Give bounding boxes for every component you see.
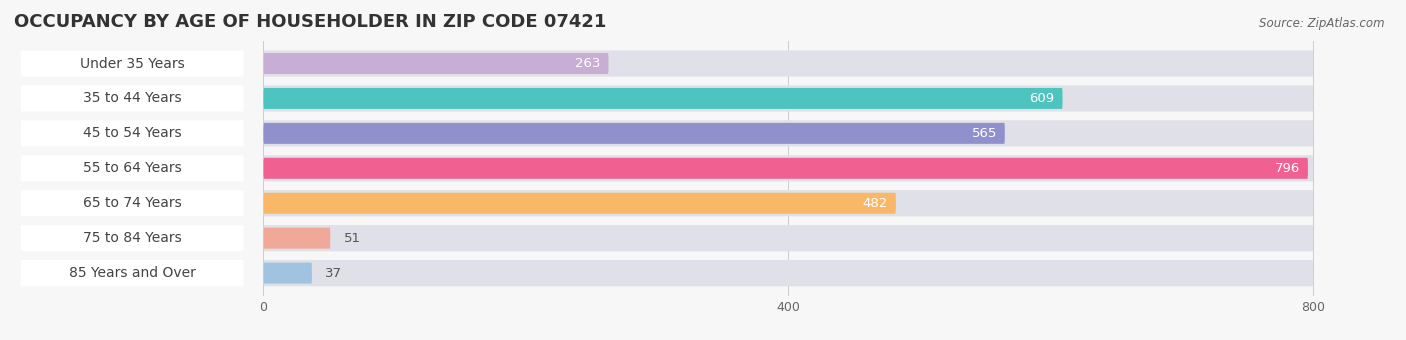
Text: Source: ZipAtlas.com: Source: ZipAtlas.com	[1260, 17, 1385, 30]
Text: 37: 37	[325, 267, 342, 279]
FancyBboxPatch shape	[263, 260, 1313, 286]
FancyBboxPatch shape	[263, 123, 1005, 144]
FancyBboxPatch shape	[263, 193, 896, 214]
FancyBboxPatch shape	[263, 262, 312, 284]
FancyBboxPatch shape	[263, 225, 1313, 251]
FancyBboxPatch shape	[21, 225, 243, 251]
Text: 51: 51	[343, 232, 360, 245]
FancyBboxPatch shape	[21, 85, 243, 112]
Text: 565: 565	[972, 127, 997, 140]
Text: 482: 482	[863, 197, 889, 210]
Text: 796: 796	[1275, 162, 1301, 175]
FancyBboxPatch shape	[263, 158, 1308, 179]
Text: 263: 263	[575, 57, 600, 70]
FancyBboxPatch shape	[263, 85, 1313, 112]
Text: OCCUPANCY BY AGE OF HOUSEHOLDER IN ZIP CODE 07421: OCCUPANCY BY AGE OF HOUSEHOLDER IN ZIP C…	[14, 13, 606, 31]
Text: 45 to 54 Years: 45 to 54 Years	[83, 126, 181, 140]
Text: 75 to 84 Years: 75 to 84 Years	[83, 231, 181, 245]
FancyBboxPatch shape	[263, 190, 1313, 216]
FancyBboxPatch shape	[263, 50, 1313, 76]
Text: 609: 609	[1029, 92, 1054, 105]
Text: 35 to 44 Years: 35 to 44 Years	[83, 91, 181, 105]
FancyBboxPatch shape	[21, 155, 243, 182]
FancyBboxPatch shape	[263, 120, 1313, 147]
FancyBboxPatch shape	[263, 88, 1063, 109]
FancyBboxPatch shape	[263, 228, 330, 249]
FancyBboxPatch shape	[263, 155, 1313, 182]
Text: 85 Years and Over: 85 Years and Over	[69, 266, 195, 280]
FancyBboxPatch shape	[21, 190, 243, 216]
Text: 55 to 64 Years: 55 to 64 Years	[83, 161, 181, 175]
FancyBboxPatch shape	[21, 120, 243, 147]
FancyBboxPatch shape	[21, 50, 243, 76]
Text: 65 to 74 Years: 65 to 74 Years	[83, 196, 181, 210]
FancyBboxPatch shape	[21, 260, 243, 286]
Text: Under 35 Years: Under 35 Years	[80, 56, 184, 70]
FancyBboxPatch shape	[263, 53, 609, 74]
